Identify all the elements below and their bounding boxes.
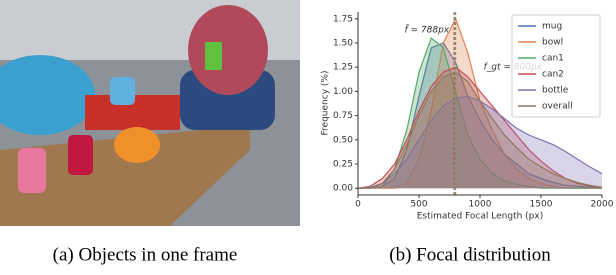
- legend-label: mug: [542, 22, 562, 32]
- annotation: f̄ = 788px: [404, 24, 449, 36]
- density-area: [358, 96, 602, 189]
- x-tick-label: 2000: [591, 200, 614, 210]
- y-tick-label: 1.25: [333, 63, 353, 73]
- y-tick-label: 0.50: [333, 135, 353, 145]
- density-area: [358, 67, 602, 189]
- density-area: [358, 38, 602, 189]
- photo-bowl: [114, 127, 160, 163]
- x-axis-label: Estimated Focal Length (px): [417, 212, 543, 222]
- density-line: [358, 71, 603, 189]
- legend-label: bowl: [542, 38, 563, 48]
- photo-mug: [110, 77, 135, 105]
- x-tick-label: 1000: [469, 200, 492, 210]
- photo-cushion: [0, 55, 95, 135]
- x-tick-label: 1500: [530, 200, 553, 210]
- caption: (a) Objects in one frame: [53, 244, 238, 265]
- photo-table: [0, 125, 250, 226]
- y-tick-label: 0.25: [333, 160, 353, 170]
- photo-can: [68, 135, 93, 175]
- photo-teddy: [188, 5, 268, 95]
- legend-label: bottle: [542, 86, 569, 96]
- density-line: [357, 66, 603, 189]
- legend-box: [511, 14, 601, 118]
- y-tick-label: 1.00: [333, 87, 353, 97]
- caption: (b) Focal distribution: [389, 244, 551, 265]
- photo: [0, 0, 300, 226]
- y-tick-label: 0.75: [333, 111, 353, 121]
- photo-can: [205, 42, 222, 70]
- y-tick-label: 1.50: [333, 38, 353, 48]
- legend-label: can1: [542, 54, 564, 64]
- density-area: [358, 72, 602, 189]
- x-tick-label: 500: [410, 200, 427, 210]
- legend-label: can2: [542, 70, 564, 80]
- x-tick-label: 0: [355, 200, 361, 210]
- y-axis-label: Frequency (%): [321, 71, 331, 136]
- legend-label: overall: [542, 102, 573, 112]
- y-tick-label: 1.75: [333, 14, 353, 24]
- density-area: [358, 18, 602, 189]
- y-tick-label: 0.00: [333, 184, 353, 194]
- photo-can: [18, 148, 46, 193]
- density-area: [358, 43, 602, 189]
